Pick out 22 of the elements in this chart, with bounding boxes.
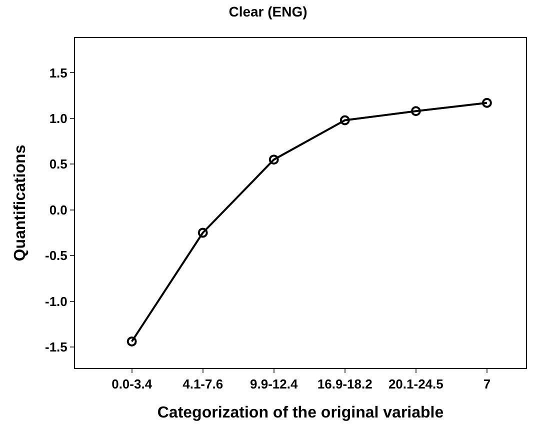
y-tick-label: -1.0 bbox=[44, 294, 68, 309]
point bbox=[410, 106, 421, 116]
x-tick-label: 7 bbox=[483, 376, 491, 392]
point bbox=[268, 154, 279, 165]
y-tick-label: 0.0 bbox=[49, 202, 68, 218]
y-tick-label: -0.5 bbox=[44, 248, 68, 264]
y-tick-label: 1.0 bbox=[49, 110, 68, 126]
x-tick-label: 4.1-7.6 bbox=[182, 376, 224, 392]
point bbox=[198, 228, 208, 238]
x-tick-label: 0.0-3.4 bbox=[112, 376, 153, 392]
y-tick-label: 1.5 bbox=[49, 65, 68, 80]
y-tick-label: 0.5 bbox=[49, 156, 68, 172]
point bbox=[340, 115, 350, 126]
y-tick-label: -1.5 bbox=[44, 340, 68, 355]
y-axis-title: Quantifications bbox=[12, 144, 29, 262]
x-tick-label: 16.9-18.2 bbox=[317, 376, 372, 392]
point bbox=[482, 98, 492, 108]
point bbox=[126, 336, 137, 346]
x-axis-title: Categorization of the original variable bbox=[157, 404, 444, 422]
x-tick-label: 20.1-24.5 bbox=[388, 376, 444, 392]
x-tick-label: 9.9-12.4 bbox=[250, 376, 298, 392]
chart-title: Clear (ENG) bbox=[228, 3, 308, 20]
